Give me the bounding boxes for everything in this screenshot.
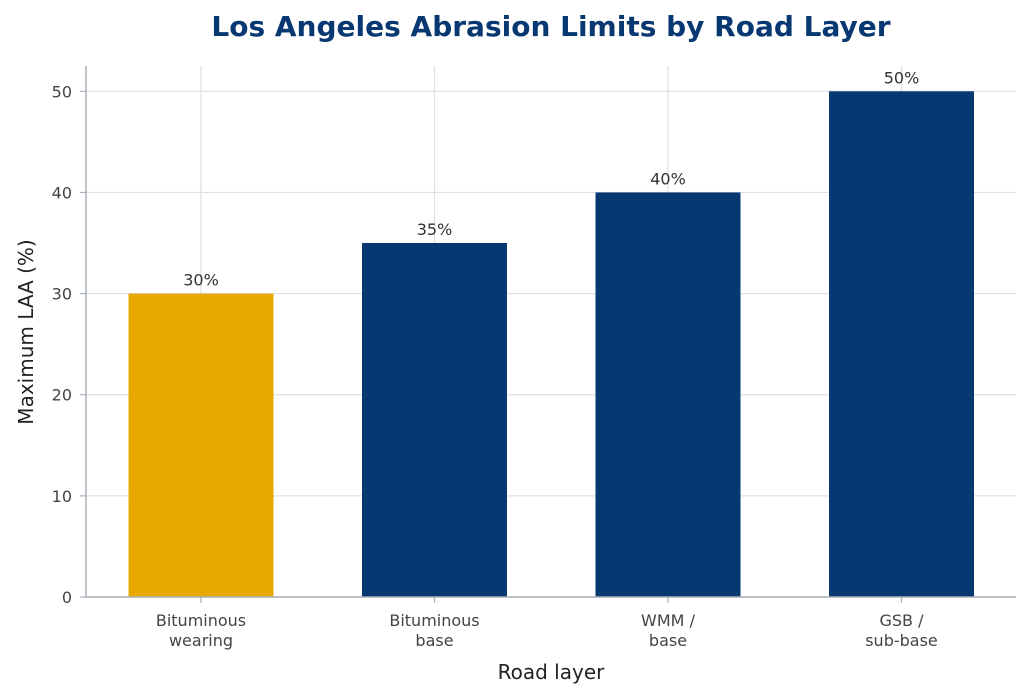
data-label: 30%: [183, 271, 219, 290]
data-label: 40%: [650, 169, 686, 188]
data-label: 35%: [417, 220, 453, 239]
x-tick-label: WMM / base: [641, 611, 696, 650]
bar: [128, 293, 274, 597]
x-axis-label: Road layer: [498, 660, 605, 684]
bar: [595, 192, 741, 597]
bar: [362, 243, 507, 597]
y-tick-label: 0: [62, 588, 72, 607]
bar-layer: [128, 91, 974, 598]
y-tick-label: 10: [52, 487, 72, 506]
axis-layer: [80, 66, 1016, 603]
x-tick-label: GSB / sub-base: [865, 611, 938, 650]
y-axis-label: Maximum LAA (%): [14, 239, 38, 424]
y-tick-label: 40: [52, 183, 72, 202]
bar: [829, 91, 974, 598]
y-tick-label: 30: [52, 285, 72, 304]
label-layer: 30% 35% 40% 50% 0 10 20 30 40 50 Bituminous wearing…: [52, 68, 938, 650]
chart-title: Los Angeles Abrasion Limits by Road Laye…: [211, 10, 890, 43]
x-tick-label: Bituminous wearing: [156, 611, 246, 650]
data-label: 50%: [884, 68, 920, 87]
y-tick-label: 50: [52, 82, 72, 101]
y-tick-label: 20: [52, 386, 72, 405]
x-tick-label: Bituminous base: [389, 611, 479, 650]
